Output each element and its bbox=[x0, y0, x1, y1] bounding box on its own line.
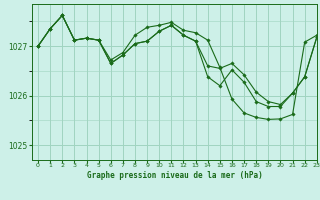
X-axis label: Graphe pression niveau de la mer (hPa): Graphe pression niveau de la mer (hPa) bbox=[86, 171, 262, 180]
